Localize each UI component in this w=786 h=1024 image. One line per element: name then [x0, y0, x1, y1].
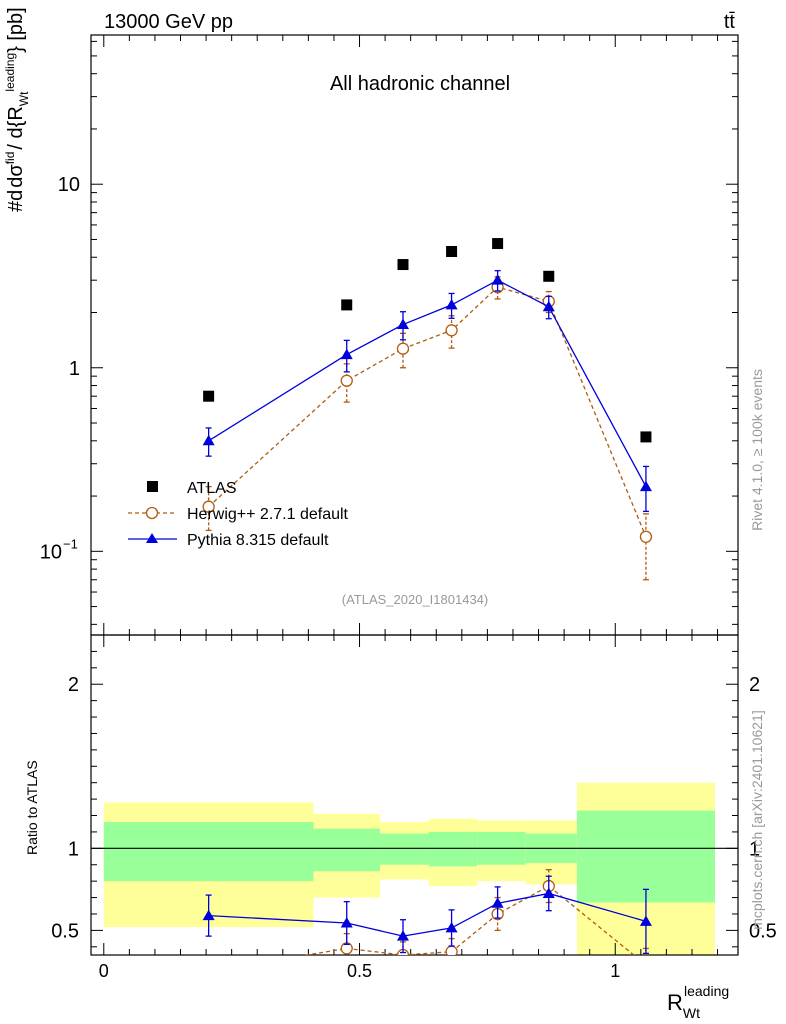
- y-tick-label-main-1: 1: [69, 358, 80, 380]
- main-series-atlas-point-5: [543, 270, 555, 282]
- ratio-y-axis-label: Ratio to ATLAS: [24, 760, 40, 855]
- main-series-pythia-point-6: [639, 480, 652, 492]
- rivet-label-text: Rivet 4.1.0, ≥ 100k events: [749, 369, 765, 531]
- analysis-label: (ATLAS_2020_I1801434): [342, 592, 488, 607]
- main-series-pythia-line: [208, 279, 647, 487]
- ratio-series-pythia-point-4: [491, 897, 504, 908]
- main-series-herwig-point-1: [340, 374, 353, 387]
- ratio-series-pythia-point-3: [445, 921, 458, 933]
- ratio-series-pythia-point-1: [340, 917, 353, 928]
- green-band-2: [379, 833, 429, 865]
- main-series-atlas-point-4: [492, 238, 504, 250]
- ratio-series-pythia-point-2: [396, 930, 409, 941]
- green-band-3: [428, 831, 478, 867]
- x-tick-label-2: 1: [610, 961, 620, 981]
- ratio-series-pythia-point-5: [542, 887, 555, 898]
- y-tick-label-ratio-left-2: 2: [68, 674, 79, 696]
- x-tick-label-1: 0.5: [347, 961, 372, 981]
- main-series-herwig-line: [208, 286, 647, 538]
- main-series-herwig-point-2: [396, 342, 410, 355]
- legend-marker-pythia: [146, 533, 158, 543]
- main-series-herwig-point-6: [639, 530, 653, 543]
- main-series-pythia-point-2: [396, 318, 409, 330]
- ratio-y-axis-label-text: Ratio to ATLAS: [24, 760, 40, 855]
- main-series-herwig-point-3: [445, 324, 458, 337]
- main-series-pythia-point-3: [445, 298, 458, 310]
- energy-label: 13000 GeV pp: [104, 11, 233, 33]
- legend-label-atlas: ATLAS: [187, 480, 237, 497]
- x-axis-label-text: RWtleading: [667, 983, 729, 1021]
- main-series-herwig-point-0: [202, 500, 215, 513]
- x-axis-label: RWtleading: [667, 983, 729, 1021]
- y-tick-label-ratio-left-0: 0.5: [51, 920, 79, 942]
- legend: ATLAS Herwig++ 2.7.1 default Pythia 8.31…: [128, 480, 349, 549]
- y-tick-label-main-0: 10: [40, 541, 62, 563]
- ratio-series: [202, 869, 652, 977]
- ratio-series-pythia-point-6: [639, 915, 652, 926]
- axis-ticks: [91, 35, 738, 955]
- main-series-atlas-point-6: [640, 431, 652, 443]
- main-series: [202, 238, 653, 581]
- main-y-axis-label: #ddσfid/ d{RWtleading} [pb]: [3, 7, 31, 212]
- green-band-0: [103, 822, 314, 882]
- chart-title: All hadronic channel: [330, 73, 510, 95]
- y-tick-label-ratio-right-1: 1: [749, 838, 760, 860]
- y-tick-label-main-2: 10: [58, 174, 80, 196]
- rivet-label: Rivet 4.1.0, ≥ 100k events: [749, 369, 765, 531]
- main-y-axis-label-text: #ddσfid/ d{RWtleading} [pb]: [3, 7, 31, 212]
- process-label: tt̄: [724, 11, 736, 33]
- main-series-pythia-point-1: [340, 348, 353, 360]
- y-tick-label-ratio-right-2: 2: [749, 674, 760, 696]
- main-series-atlas-point-1: [341, 299, 353, 311]
- plot-axes: [90, 34, 739, 956]
- ratio-series-pythia-point-0: [202, 909, 215, 921]
- ratio-series-herwig-point-0: [203, 966, 214, 977]
- legend-marker-atlas: [147, 481, 158, 492]
- mcplots-label-text: mcplots.cern.ch [arXiv:2401.10621]: [749, 710, 765, 929]
- legend-label-pythia: Pythia 8.315 default: [187, 532, 329, 549]
- main-series-atlas-point-2: [397, 259, 409, 271]
- green-band-6: [576, 810, 715, 903]
- main-series-atlas-point-3: [446, 245, 458, 257]
- mcplots-label: mcplots.cern.ch [arXiv:2401.10621]: [749, 710, 765, 929]
- y-tick-label-ratio-right-0: 0.5: [749, 920, 777, 942]
- main-series-pythia-point-4: [491, 274, 504, 285]
- y-tick-exponent-main-0: −1: [63, 536, 78, 551]
- main-series-atlas-point-0: [203, 390, 215, 402]
- ratio-panel-frame: [90, 634, 739, 956]
- main-series-pythia-point-0: [202, 434, 215, 446]
- ratio-uncertainty-bands: [103, 782, 715, 955]
- y-tick-label-ratio-left-1: 1: [68, 838, 79, 860]
- main-series-pythia-point-5: [542, 300, 555, 312]
- ratio-series-herwig-point-6: [640, 959, 651, 970]
- x-tick-label-0: 0: [99, 961, 109, 981]
- legend-label-herwig: Herwig++ 2.7.1 default: [187, 506, 349, 523]
- green-band-1: [313, 828, 380, 872]
- legend-marker-herwig: [145, 506, 159, 520]
